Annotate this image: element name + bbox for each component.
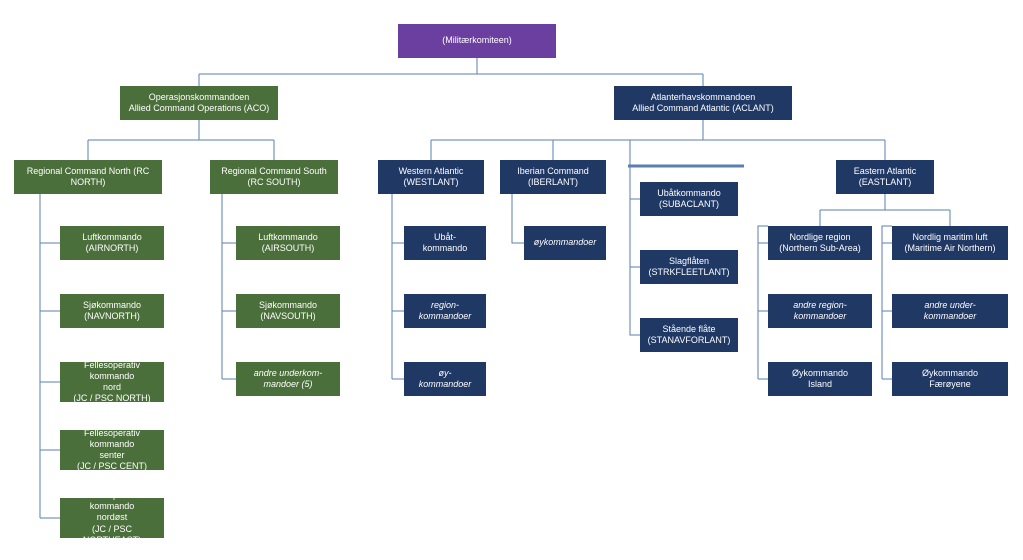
node-label: Eastern Atlantic [854, 166, 917, 177]
node-stanav: Stående flåte (STANAVFORLANT) [640, 318, 738, 352]
node-label: øykommandoer [534, 237, 597, 248]
node-label: kommandoer [924, 311, 977, 322]
node-enorth: Nordlige region (Northern Sub-Area) [768, 226, 872, 260]
node-woy: øy- kommandoer [404, 362, 486, 396]
node-wubat: Ubåt- kommando [404, 226, 486, 260]
node-navsouth: Sjøkommando (NAVSOUTH) [236, 294, 340, 328]
node-label: øy- [439, 368, 452, 379]
node-wregion: region- kommandoer [404, 294, 486, 328]
node-label: region- [431, 300, 459, 311]
node-label: Allied Command Atlantic (ACLANT) [632, 103, 774, 114]
node-label: Stående flåte [662, 324, 715, 335]
node-label: (Militærkomiteen) [442, 35, 512, 46]
node-label: senter [99, 450, 124, 461]
node-jccent: Fellesoperativ kommando senter (JC / PSC… [60, 430, 164, 470]
node-label: (SUBACLANT) [659, 199, 719, 210]
node-rcnorth: Regional Command North (RC NORTH) [14, 160, 162, 194]
node-eunder: andre under- kommandoer [892, 294, 1008, 328]
node-label: Slagflåten [669, 256, 709, 267]
node-iberlant: Iberian Command (IBERLANT) [500, 160, 606, 194]
node-label: Øykommando [922, 368, 978, 379]
node-label: (JC / PSC NORTH) [73, 393, 150, 404]
node-label: Regional Command North (RC [27, 166, 150, 177]
node-airnorth: Luftkommando (AIRNORTH) [60, 226, 164, 260]
node-label: Nordlig maritim luft [912, 232, 987, 243]
node-label: Island [808, 379, 832, 390]
node-label: andre under- [924, 300, 975, 311]
node-label: (JC / PSC CENT) [77, 461, 147, 472]
node-label: (IBERLANT) [528, 177, 578, 188]
node-label: Fellesoperativ kommando [66, 428, 158, 451]
connector-lines [0, 0, 1023, 560]
node-navnorth: Sjøkommando (NAVNORTH) [60, 294, 164, 328]
node-jcnorth: Fellesoperativ kommando nord (JC / PSC N… [60, 362, 164, 402]
node-label: kommando [423, 243, 468, 254]
node-label: (STANAVFORLANT) [648, 335, 731, 346]
node-eastlant: Eastern Atlantic (EASTLANT) [836, 160, 934, 194]
node-emair: Nordlig maritim luft (Maritime Air North… [892, 226, 1008, 260]
node-label: Sjøkommando [83, 300, 141, 311]
node-label: Western Atlantic [399, 166, 464, 177]
node-label: andre underkom- [254, 368, 323, 379]
node-label: Fellesoperativ kommando [66, 360, 158, 383]
node-label: (Northern Sub-Area) [779, 243, 861, 254]
node-label: Atlanterhavskommandoen [651, 92, 756, 103]
node-label: Luftkommando [258, 232, 318, 243]
node-label: nord [103, 382, 121, 393]
node-rcsouth: Regional Command South (RC SOUTH) [210, 160, 338, 194]
node-iboy: øykommandoer [524, 226, 606, 260]
node-strkfleet: Slagflåten (STRKFLEETLANT) [640, 250, 738, 284]
node-label: Iberian Command [517, 166, 589, 177]
node-label: kommandoer [419, 379, 472, 390]
node-label: mandoer (5) [263, 379, 312, 390]
node-label: andre region- [793, 300, 847, 311]
node-label: (AIRSOUTH) [262, 243, 315, 254]
node-label: (RC SOUTH) [248, 177, 301, 188]
node-label: (WESTLANT) [404, 177, 459, 188]
node-label: NORTH) [71, 177, 106, 188]
node-aco: Operasjonskommandoen Allied Command Oper… [120, 86, 278, 120]
node-label: kommandoer [419, 311, 472, 322]
node-label: (NAVNORTH) [84, 311, 140, 322]
node-westlant: Western Atlantic (WESTLANT) [378, 160, 484, 194]
node-label: (Maritime Air Northern) [904, 243, 995, 254]
node-label: Færøyene [929, 379, 971, 390]
node-label: (JC / PSC NORTHEAST) [66, 524, 158, 547]
node-label: Fellesoperativ kommando [66, 490, 158, 513]
node-label: Ubåtkommando [657, 188, 721, 199]
node-label: (AIRNORTH) [86, 243, 139, 254]
node-jcne: Fellesoperativ kommando nordøst (JC / PS… [60, 498, 164, 538]
node-label: Allied Command Operations (ACO) [129, 103, 270, 114]
node-label: kommandoer [794, 311, 847, 322]
node-label: Luftkommando [82, 232, 142, 243]
node-label: Øykommando [792, 368, 848, 379]
node-root: (Militærkomiteen) [398, 24, 556, 58]
node-label: Operasjonskommandoen [149, 92, 250, 103]
node-label: nordøst [97, 512, 128, 523]
node-subaclant: Ubåtkommando (SUBACLANT) [640, 182, 738, 216]
node-efaer: Øykommando Færøyene [892, 362, 1008, 396]
node-eandre: andre region- kommandoer [768, 294, 872, 328]
node-label: (EASTLANT) [859, 177, 912, 188]
node-label: Ubåt- [434, 232, 456, 243]
node-ukrsouth: andre underkom- mandoer (5) [236, 362, 340, 396]
node-eisland: Øykommando Island [768, 362, 872, 396]
node-label: (STRKFLEETLANT) [648, 267, 729, 278]
node-aclant: Atlanterhavskommandoen Allied Command At… [614, 86, 792, 120]
node-airsouth: Luftkommando (AIRSOUTH) [236, 226, 340, 260]
node-label: (NAVSOUTH) [260, 311, 315, 322]
node-label: Sjøkommando [259, 300, 317, 311]
node-label: Nordlige region [789, 232, 850, 243]
node-label: Regional Command South [221, 166, 327, 177]
